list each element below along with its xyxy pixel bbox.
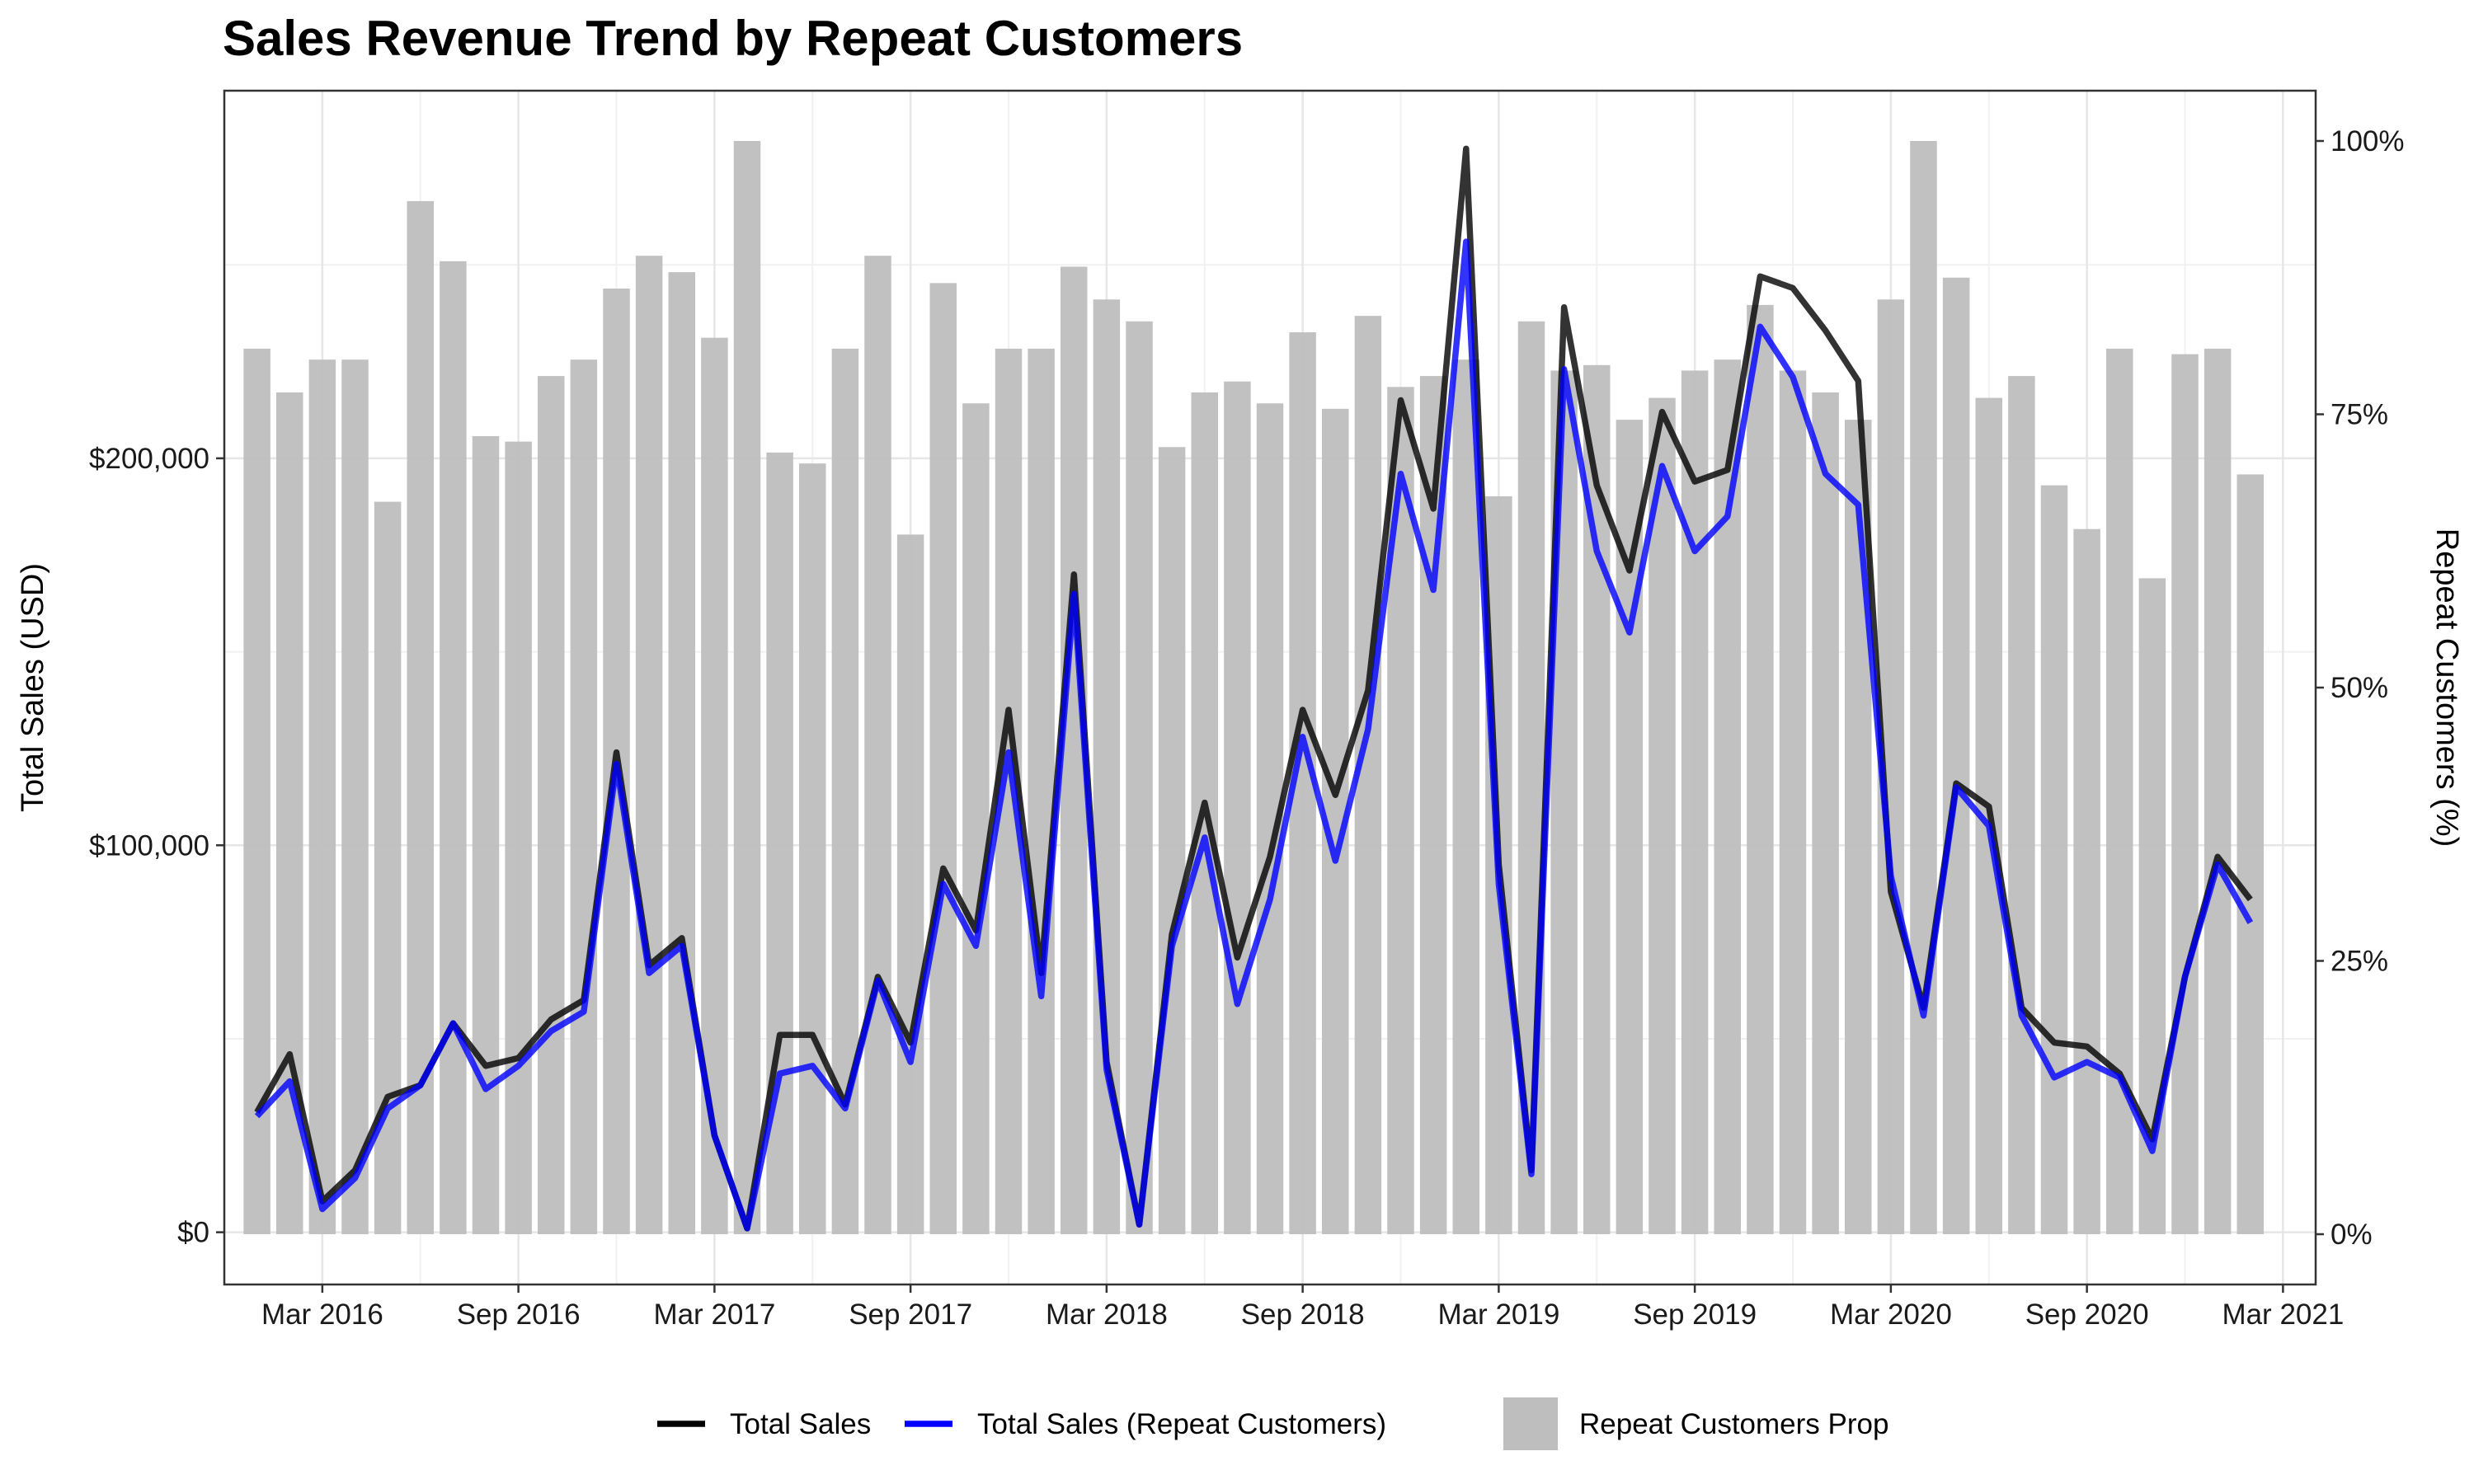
bar-repeat-prop (1779, 370, 1807, 1235)
bar-repeat-prop (1747, 304, 1774, 1235)
bar-repeat-prop (1942, 277, 1970, 1235)
x-tick-label: Sep 2019 (1633, 1298, 1757, 1331)
bar-repeat-prop (962, 403, 990, 1235)
bar-repeat-prop (799, 463, 826, 1235)
bar-repeat-prop (1126, 321, 1153, 1235)
x-tick-label: Mar 2018 (1046, 1298, 1168, 1331)
x-tick-label: Sep 2020 (2025, 1298, 2149, 1331)
bar-repeat-prop (472, 436, 500, 1235)
bar-repeat-prop (341, 359, 369, 1235)
y-tick-label: $200,000 (89, 443, 209, 475)
chart-title: Sales Revenue Trend by Repeat Customers (223, 11, 1244, 66)
y-tick-label: $100,000 (89, 829, 209, 862)
x-tick-label: Mar 2017 (653, 1298, 775, 1331)
y2-axis-label: Repeat Customers (%) (2429, 528, 2464, 847)
x-tick-label: Sep 2017 (849, 1298, 972, 1331)
bar-repeat-prop (864, 256, 891, 1235)
x-tick-label: Mar 2016 (261, 1298, 383, 1331)
bar-repeat-prop (2171, 354, 2199, 1235)
bar-repeat-prop (1224, 381, 1251, 1235)
bar-repeat-prop (2236, 474, 2264, 1235)
bar-repeat-prop (1028, 348, 1055, 1235)
y2-tick-label: 25% (2331, 946, 2388, 978)
legend-label-total-sales: Total Sales (730, 1408, 871, 1440)
bar-repeat-prop (701, 337, 728, 1235)
bar-repeat-prop (2073, 528, 2100, 1235)
bar-repeat-prop (243, 348, 270, 1235)
bar-repeat-prop (1681, 370, 1709, 1235)
legend-label-repeat-prop: Repeat Customers Prop (1579, 1408, 1888, 1440)
y2-tick-label: 50% (2331, 672, 2388, 704)
bar-repeat-prop (1452, 359, 1479, 1235)
bar-repeat-prop (929, 283, 957, 1235)
legend-label-repeat-sales: Total Sales (Repeat Customers) (977, 1408, 1386, 1440)
bar-repeat-prop (2204, 348, 2232, 1235)
bar-repeat-prop (308, 359, 336, 1235)
bar-repeat-prop (440, 261, 467, 1235)
bar-repeat-prop (570, 359, 598, 1235)
bar-repeat-prop (2008, 376, 2035, 1235)
bar-repeat-prop (505, 441, 532, 1235)
y-axis-label: Total Sales (USD) (16, 563, 50, 812)
x-tick-label: Mar 2020 (1830, 1298, 1952, 1331)
x-tick-label: Mar 2021 (2222, 1298, 2344, 1331)
y-tick-label: $0 (177, 1217, 209, 1249)
bar-repeat-prop (538, 376, 565, 1235)
y2-tick-label: 75% (2331, 398, 2388, 430)
bar-repeat-prop (1714, 359, 1741, 1235)
legend-key-repeat-prop (1503, 1397, 1558, 1450)
bar-repeat-prop (668, 272, 695, 1235)
bar-repeat-prop (635, 256, 663, 1235)
bar-repeat-prop (2040, 485, 2068, 1235)
bar-repeat-prop (1812, 392, 1839, 1235)
y2-tick-label: 0% (2331, 1219, 2373, 1251)
y2-tick-label: 100% (2331, 125, 2405, 157)
line-repeat-sales (254, 238, 2254, 1232)
x-tick-label: Sep 2018 (1241, 1298, 1365, 1331)
bar-repeat-prop (1158, 447, 1186, 1235)
bar-repeat-prop (1649, 397, 1676, 1235)
x-tick-label: Sep 2016 (457, 1298, 581, 1331)
bar-repeat-prop (1910, 140, 1937, 1235)
x-tick-label: Mar 2019 (1437, 1298, 1559, 1331)
bar-repeat-prop (896, 534, 924, 1235)
bar-repeat-prop (733, 140, 761, 1235)
